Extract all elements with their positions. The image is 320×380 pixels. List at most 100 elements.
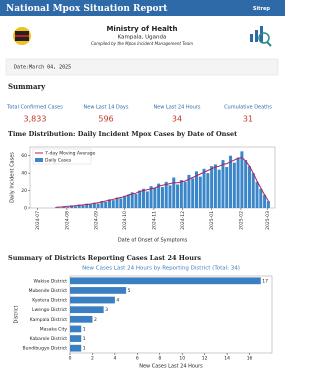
stat-value: 3,833 [24,115,47,124]
bar [210,166,214,208]
bar [206,173,210,208]
bar [168,185,172,208]
y-tick-label: Bundibugyo District [23,346,68,352]
bar [142,188,146,208]
bar [123,195,127,208]
bar [157,183,161,208]
section-heading: Summary of Districts Reporting Cases Las… [8,254,201,262]
bar [149,186,153,208]
bar [81,205,85,208]
bar [225,167,229,208]
moving-average-line [56,156,269,208]
date-box [5,58,279,76]
x-tick-label: 2025-02 [238,211,244,230]
bar [70,287,127,294]
bar [236,157,240,208]
bar [70,306,104,314]
coat-of-arms [13,27,31,45]
bar [73,206,77,208]
x-tick-label: 2024-08 [64,211,70,230]
bar [153,187,157,208]
bar [77,204,81,208]
y-tick-label: Masaka City [40,326,68,332]
bar [130,192,134,208]
data-label: 2 [94,317,97,323]
bar [187,174,191,208]
bar [107,199,111,208]
ministry: Ministry of Health [106,25,177,33]
x-tick-label: 2024-07 [35,211,41,230]
x-tick-label: 0 [69,356,72,362]
bar [100,201,104,208]
legend-swatch [35,158,43,162]
bar [66,207,70,208]
bar [92,202,96,208]
x-tick-label: 16 [247,356,253,362]
x-tick-label: 2 [91,356,94,362]
report-title: National Mpox Situation Report [6,4,168,14]
x-tick-label: 2024-12 [180,211,186,230]
x-tick-label: 4 [113,356,116,362]
report: National Mpox Situation Report Sitrep Mi… [0,0,285,370]
y-tick-label: 60 [21,153,27,159]
data-label: 4 [116,298,119,304]
bar [96,203,100,208]
data-label: 3 [105,307,108,313]
stat-label: Total Confirmed Cases [6,105,63,111]
bar [266,201,270,208]
chart-title: New Cases Last 24 Hours by Reporting Dis… [82,266,240,272]
section-heading: Summary [8,82,46,91]
y-tick-label: 20 [21,188,27,194]
sitrep-link[interactable]: Sitrep [253,6,271,12]
x-axis-label: Date of Onset of Symptoms [118,238,188,244]
location: Kampala, Uganda [118,35,167,41]
bar [221,160,225,208]
bar [70,344,82,352]
stat-value: 596 [98,115,113,124]
page: National Mpox Situation Report Sitrep Mi… [0,0,285,370]
stat-label: New Last 14 Days [84,105,129,111]
data-label: 1 [83,346,86,352]
stats-row: Total Confirmed Cases 3,833 New Last 14 Da… [6,105,272,124]
bar [194,171,198,208]
x-tick-label: 2024-10 [122,211,128,230]
data-label: 5 [128,288,131,294]
x-tick-label: 2024-11 [151,211,157,230]
bar [247,166,251,208]
bar [176,184,180,208]
bar [179,180,183,208]
data-label: 1 [83,336,86,342]
bar [232,162,236,208]
legend-label: Daily Cases [45,158,72,164]
data-label: 1 [83,326,86,332]
x-tick-label: 14 [224,356,230,362]
bar [119,198,123,208]
bar [191,178,195,208]
legend-box [32,148,92,165]
legend-label: 7-day Moving Average [45,151,96,157]
compiled-by: Compiled by the Mpox Incident Management… [91,41,193,46]
x-axis-label: New Cases Last 24 Hours [139,364,203,370]
bar [202,168,206,208]
x-tick-label: 2024-09 [94,211,100,230]
bar [70,296,115,304]
y-axis-label: District [14,305,20,323]
bar [111,200,115,208]
bar [145,191,149,208]
y-tick-label: Wakiso District [34,278,68,284]
y-tick-label: 40 [21,171,27,177]
bar [259,188,263,208]
bar [251,173,255,208]
x-tick-label: 10 [179,356,185,362]
bar [134,194,138,208]
bar [70,315,93,323]
bar [70,277,261,285]
bar [85,203,89,208]
bar [244,160,248,208]
x-tick-label: 6 [136,356,139,362]
header-bar [0,0,285,16]
bar [54,207,58,208]
bar [70,325,82,333]
x-tick-label: 12 [202,356,208,362]
bar [255,181,259,208]
